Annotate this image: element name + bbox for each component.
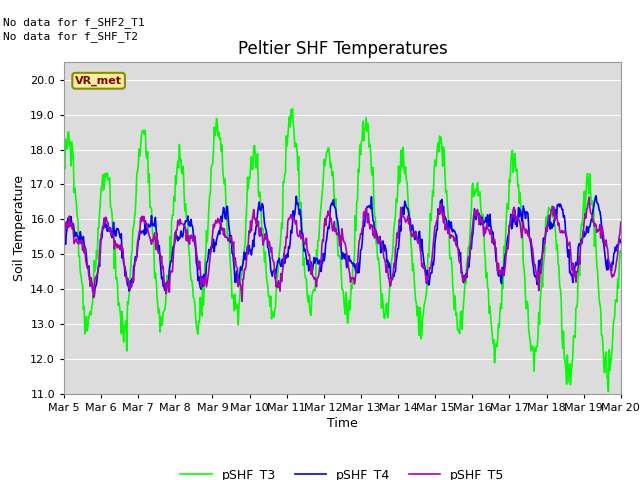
X-axis label: Time: Time xyxy=(327,417,358,430)
Line: pSHF_T3: pSHF_T3 xyxy=(64,108,621,392)
pSHF_T3 xyxy=(289,106,296,111)
pSHF_T4 xyxy=(60,246,68,252)
pSHF_T4 xyxy=(70,227,78,232)
Y-axis label: Soil Temperature: Soil Temperature xyxy=(13,175,26,281)
pSHF_T3 xyxy=(60,159,68,165)
pSHF_T4 xyxy=(592,193,600,199)
pSHF_T3 xyxy=(127,253,135,259)
pSHF_T3 xyxy=(617,249,625,254)
pSHF_T4 xyxy=(411,237,419,242)
pSHF_T5 xyxy=(214,219,221,225)
Text: No data for f_SHF_T2: No data for f_SHF_T2 xyxy=(3,31,138,42)
pSHF_T5 xyxy=(428,262,435,268)
pSHF_T4 xyxy=(128,276,136,281)
Line: pSHF_T5: pSHF_T5 xyxy=(64,197,621,301)
pSHF_T5 xyxy=(238,299,246,304)
pSHF_T5 xyxy=(585,194,593,200)
pSHF_T3 xyxy=(411,287,419,292)
pSHF_T4 xyxy=(617,240,625,245)
pSHF_T5 xyxy=(617,219,625,225)
pSHF_T5 xyxy=(411,234,419,240)
pSHF_T5 xyxy=(70,240,78,246)
pSHF_T4 xyxy=(428,270,435,276)
pSHF_T3 xyxy=(428,218,435,224)
pSHF_T4 xyxy=(214,231,222,237)
Line: pSHF_T4: pSHF_T4 xyxy=(64,196,621,297)
pSHF_T3 xyxy=(184,223,192,228)
pSHF_T3 xyxy=(70,190,78,195)
Text: VR_met: VR_met xyxy=(75,76,122,86)
pSHF_T5 xyxy=(60,242,68,248)
pSHF_T4 xyxy=(90,294,98,300)
pSHF_T5 xyxy=(127,283,135,288)
pSHF_T4 xyxy=(185,222,193,228)
Legend: pSHF_T3, pSHF_T4, pSHF_T5: pSHF_T3, pSHF_T4, pSHF_T5 xyxy=(175,464,509,480)
pSHF_T3 xyxy=(605,389,612,395)
Title: Peltier SHF Temperatures: Peltier SHF Temperatures xyxy=(237,40,447,58)
pSHF_T3 xyxy=(214,120,221,126)
Text: No data for f_SHF2_T1: No data for f_SHF2_T1 xyxy=(3,17,145,28)
pSHF_T5 xyxy=(184,239,192,244)
